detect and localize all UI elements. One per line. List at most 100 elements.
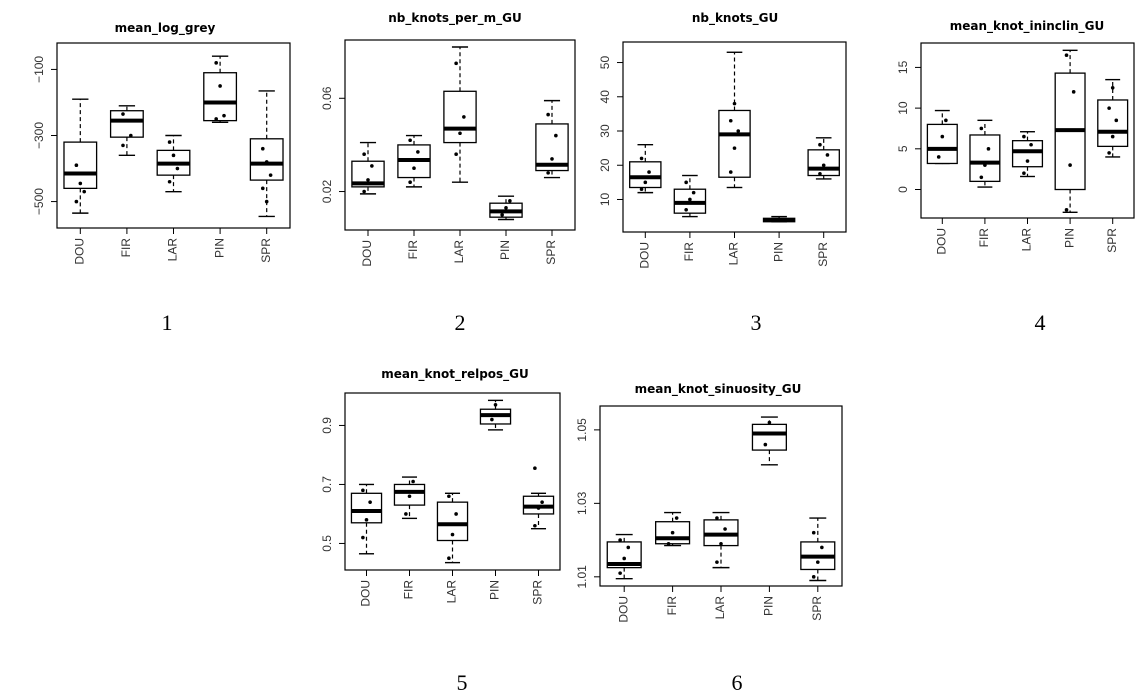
data-point xyxy=(1064,53,1069,58)
data-point xyxy=(508,199,512,203)
data-point xyxy=(1107,106,1111,110)
data-point xyxy=(719,541,723,546)
data-point xyxy=(458,131,462,136)
data-point xyxy=(986,147,991,151)
category-label: DOU xyxy=(934,228,948,255)
category-label: FIR xyxy=(682,242,696,262)
data-point xyxy=(618,538,622,542)
category-label: PIN xyxy=(1062,228,1076,248)
box-lar xyxy=(1011,131,1044,178)
data-point xyxy=(618,571,622,575)
box-lar xyxy=(156,134,191,193)
box-spr xyxy=(535,99,569,179)
data-point xyxy=(121,112,125,116)
data-point xyxy=(412,166,416,171)
category-label: DOU xyxy=(359,580,373,607)
category-label: LAR xyxy=(445,580,459,604)
data-point xyxy=(408,180,412,185)
data-point xyxy=(490,417,494,422)
data-point xyxy=(546,112,550,117)
panel-title: nb_knots_per_m_GU xyxy=(388,11,522,26)
data-point xyxy=(450,532,455,537)
box-lar xyxy=(436,492,469,564)
data-point xyxy=(773,218,778,222)
y-tick-label: −100 xyxy=(32,56,46,83)
data-point xyxy=(500,213,504,217)
y-tick-label: 0.5 xyxy=(320,535,334,552)
category-label: PIN xyxy=(498,240,512,260)
box-pin xyxy=(1054,49,1086,214)
data-point xyxy=(408,138,412,143)
box-dou xyxy=(351,141,385,195)
category-label: LAR xyxy=(452,240,466,264)
box-spr xyxy=(522,466,555,530)
data-point xyxy=(366,178,370,182)
data-point xyxy=(404,512,408,516)
data-point xyxy=(364,518,369,522)
data-point xyxy=(454,61,458,66)
y-tick-label: 30 xyxy=(598,124,612,138)
data-point xyxy=(368,500,372,504)
box-dou xyxy=(629,144,662,194)
data-point xyxy=(674,516,679,520)
data-point xyxy=(732,101,737,106)
panel-title: mean_knot_relpos_GU xyxy=(381,367,529,382)
category-label: PIN xyxy=(762,596,776,616)
data-point xyxy=(816,560,820,564)
data-point xyxy=(825,153,830,157)
data-point xyxy=(940,134,945,139)
boxplot-panel-1: mean_log_grey −100 −300 −500 DOU FIR LAR PIN SPR… xyxy=(32,21,291,335)
category-label: LAR xyxy=(727,242,741,266)
box-dou xyxy=(606,533,642,580)
data-point xyxy=(260,186,265,191)
box-spr xyxy=(249,90,284,218)
category-label: DOU xyxy=(360,240,374,267)
category-label: DOU xyxy=(616,596,630,623)
box-pin xyxy=(751,416,787,466)
box-lar xyxy=(718,51,751,189)
data-point xyxy=(684,207,688,212)
panel-title: mean_log_grey xyxy=(115,21,216,36)
box-fir xyxy=(397,134,431,188)
category-label: DOU xyxy=(637,242,651,269)
data-point xyxy=(811,530,816,535)
data-point xyxy=(218,84,222,88)
data-point xyxy=(767,420,772,425)
data-point xyxy=(1022,134,1026,139)
y-tick-label: 0.7 xyxy=(320,476,334,493)
data-point xyxy=(74,163,79,168)
panel-number: 5 xyxy=(457,670,468,693)
y-tick-label: 1.01 xyxy=(575,565,589,589)
box-fir xyxy=(655,511,691,547)
category-label: PIN xyxy=(212,238,226,258)
data-point xyxy=(818,142,822,147)
y-tick-label: 40 xyxy=(598,90,612,104)
category-label: LAR xyxy=(1020,228,1034,252)
panel-number: 2 xyxy=(455,310,466,335)
category-label: FIR xyxy=(402,580,416,600)
iqr-box xyxy=(807,149,840,177)
panel-title: nb_knots_GU xyxy=(692,11,778,26)
data-point xyxy=(983,163,987,167)
category-label: FIR xyxy=(406,240,420,260)
category-label: FIR xyxy=(119,238,133,258)
box-spr xyxy=(807,137,840,180)
box-fir xyxy=(109,105,144,157)
iqr-box xyxy=(350,492,383,524)
data-point xyxy=(818,172,822,176)
category-label: PIN xyxy=(488,580,502,600)
data-point xyxy=(536,506,541,510)
data-point xyxy=(647,170,651,174)
data-point xyxy=(362,152,366,157)
box-dou xyxy=(63,98,98,214)
data-point xyxy=(715,516,719,520)
data-point xyxy=(78,181,83,186)
data-point xyxy=(691,190,696,195)
data-point xyxy=(454,152,458,157)
y-tick-label: 0.9 xyxy=(320,417,334,434)
data-point xyxy=(820,545,824,550)
data-point xyxy=(411,479,415,484)
y-tick-label: 5 xyxy=(896,145,910,152)
data-point xyxy=(407,494,412,499)
category-label: LAR xyxy=(713,596,727,620)
